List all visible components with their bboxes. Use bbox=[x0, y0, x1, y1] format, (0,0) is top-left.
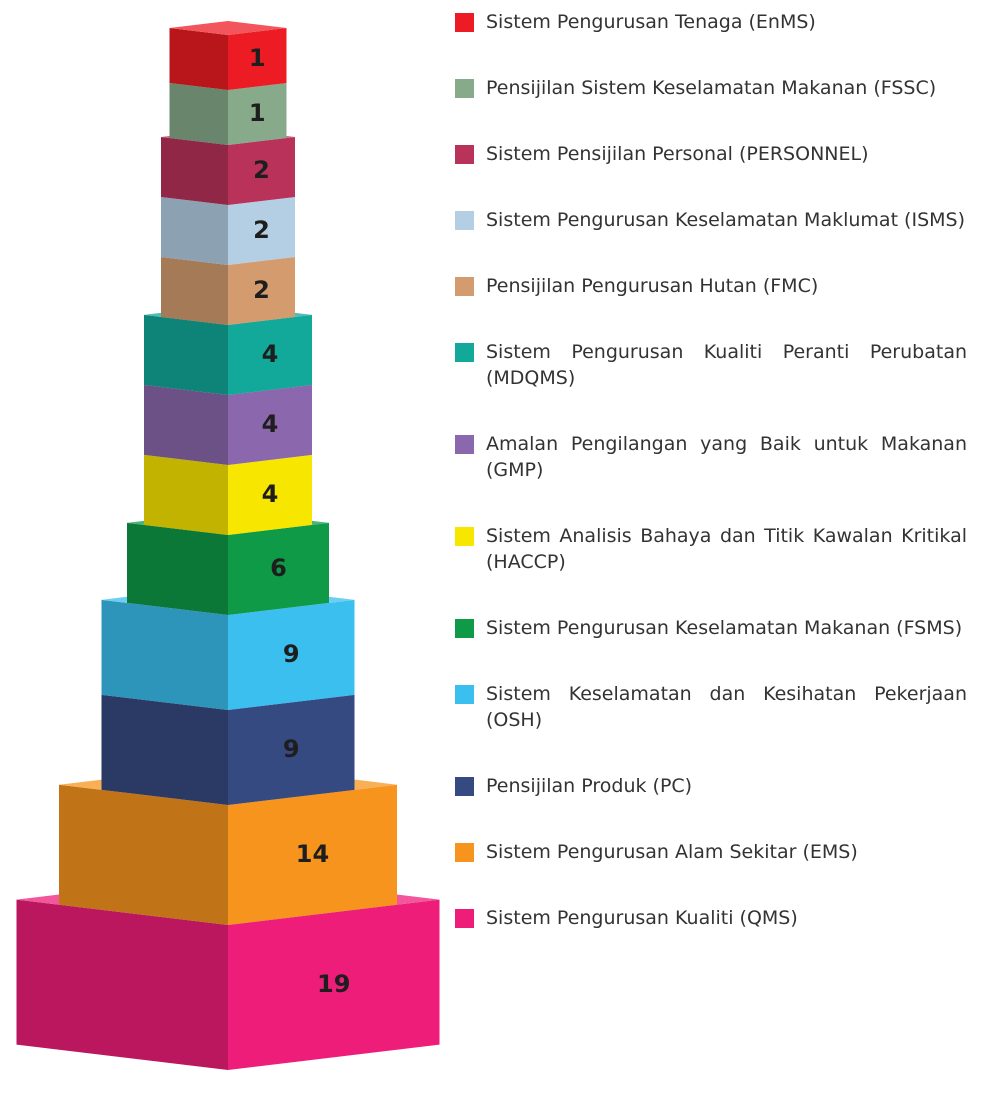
legend-swatch bbox=[455, 527, 474, 546]
block-right-face bbox=[228, 384, 312, 465]
legend-label: Sistem Pengurusan Tenaga (EnMS) bbox=[486, 11, 816, 33]
legend-swatch bbox=[455, 435, 474, 454]
block-left-face bbox=[127, 522, 228, 615]
block-top-face bbox=[169, 20, 287, 35]
block-left-face bbox=[161, 256, 228, 325]
legend-label: Pensijilan Sistem Keselamatan Makanan (F… bbox=[486, 77, 937, 99]
block-left-face bbox=[101, 599, 228, 710]
block-right-face bbox=[228, 27, 287, 90]
legend-item: Pensijilan Sistem Keselamatan Makanan (F… bbox=[455, 75, 967, 101]
block-right-face bbox=[228, 784, 397, 925]
legend-item: Sistem Pengurusan Kualiti (QMS) bbox=[455, 905, 967, 931]
value-label: 2 bbox=[253, 156, 270, 184]
block-left-face bbox=[144, 314, 228, 395]
block-right-face bbox=[228, 196, 295, 265]
legend-label: Sistem Pengurusan Keselamatan Makanan (F… bbox=[486, 617, 963, 639]
block-right-face bbox=[228, 694, 355, 805]
value-label: 9 bbox=[283, 640, 300, 668]
legend-item: Sistem Pengurusan Alam Sekitar (EMS) bbox=[455, 839, 967, 865]
value-label: 4 bbox=[262, 480, 279, 508]
block-right-face bbox=[228, 599, 355, 710]
value-label: 14 bbox=[296, 840, 329, 868]
legend-swatch bbox=[455, 277, 474, 296]
value-label: 9 bbox=[283, 735, 300, 763]
tower: 19 14 9 9 6 4 4 4 2 2 2 1 1 bbox=[16, 20, 440, 1070]
legend-swatch bbox=[455, 13, 474, 32]
legend-label: Sistem Pengurusan Alam Sekitar (EMS) bbox=[486, 841, 858, 863]
block-right-face bbox=[228, 522, 329, 615]
legend-swatch bbox=[455, 685, 474, 704]
block-left-face bbox=[59, 784, 228, 925]
block-right-face bbox=[228, 454, 312, 535]
block-right-face bbox=[228, 314, 312, 395]
legend-swatch bbox=[455, 843, 474, 862]
legend-label: Sistem Keselamatan dan Kesihatan Pekerja… bbox=[486, 683, 967, 731]
block-left-face bbox=[161, 196, 228, 265]
legend: Sistem Pengurusan Tenaga (EnMS) Pensijila… bbox=[455, 9, 967, 971]
legend-swatch bbox=[455, 211, 474, 230]
legend-swatch bbox=[455, 909, 474, 928]
value-label: 19 bbox=[317, 970, 350, 998]
legend-swatch bbox=[455, 619, 474, 638]
legend-swatch bbox=[455, 343, 474, 362]
block-left-face bbox=[169, 82, 228, 145]
value-label: 4 bbox=[262, 410, 279, 438]
block-left-face bbox=[101, 694, 228, 805]
legend-item: Amalan Pengilangan yang Baik untuk Makan… bbox=[455, 431, 967, 483]
block-right-face bbox=[228, 256, 295, 325]
legend-item: Sistem Keselamatan dan Kesihatan Pekerja… bbox=[455, 681, 967, 733]
legend-item: Pensijilan Pengurusan Hutan (FMC) bbox=[455, 273, 967, 299]
legend-swatch bbox=[455, 777, 474, 796]
legend-label: Sistem Analisis Bahaya dan Titik Kawalan… bbox=[486, 525, 967, 573]
value-label: 2 bbox=[253, 216, 270, 244]
legend-swatch bbox=[455, 145, 474, 164]
block-left-face bbox=[169, 27, 228, 90]
value-label: 1 bbox=[249, 99, 266, 127]
legend-item: Pensijilan Produk (PC) bbox=[455, 773, 967, 799]
legend-label: Pensijilan Pengurusan Hutan (FMC) bbox=[486, 275, 819, 297]
legend-label: Sistem Pengurusan Kualiti (QMS) bbox=[486, 907, 798, 929]
block-left-face bbox=[144, 454, 228, 535]
block-left-face bbox=[161, 136, 228, 205]
legend-item: Sistem Analisis Bahaya dan Titik Kawalan… bbox=[455, 523, 967, 575]
legend-item: Sistem Pengurusan Kualiti Peranti Peruba… bbox=[455, 339, 967, 391]
block-left-face bbox=[16, 899, 228, 1070]
value-label: 2 bbox=[253, 276, 270, 304]
legend-label: Sistem Pengurusan Kualiti Peranti Peruba… bbox=[486, 341, 967, 389]
legend-item: Sistem Pengurusan Tenaga (EnMS) bbox=[455, 9, 967, 35]
block-right-face bbox=[228, 136, 295, 205]
value-label: 4 bbox=[262, 340, 279, 368]
value-label: 6 bbox=[270, 554, 287, 582]
legend-item: Sistem Pengurusan Keselamatan Maklumat (… bbox=[455, 207, 967, 233]
block-left-face bbox=[144, 384, 228, 465]
legend-item: Sistem Pengurusan Keselamatan Makanan (F… bbox=[455, 615, 967, 641]
legend-label: Sistem Pengurusan Keselamatan Maklumat (… bbox=[486, 209, 965, 231]
legend-swatch bbox=[455, 79, 474, 98]
block-right-face bbox=[228, 82, 287, 145]
legend-label: Pensijilan Produk (PC) bbox=[486, 775, 693, 797]
legend-label: Amalan Pengilangan yang Baik untuk Makan… bbox=[486, 433, 967, 481]
legend-label: Sistem Pensijilan Personal (PERSONNEL) bbox=[486, 143, 869, 165]
block-right-face bbox=[228, 899, 440, 1070]
value-label: 1 bbox=[249, 44, 266, 72]
legend-item: Sistem Pensijilan Personal (PERSONNEL) bbox=[455, 141, 967, 167]
